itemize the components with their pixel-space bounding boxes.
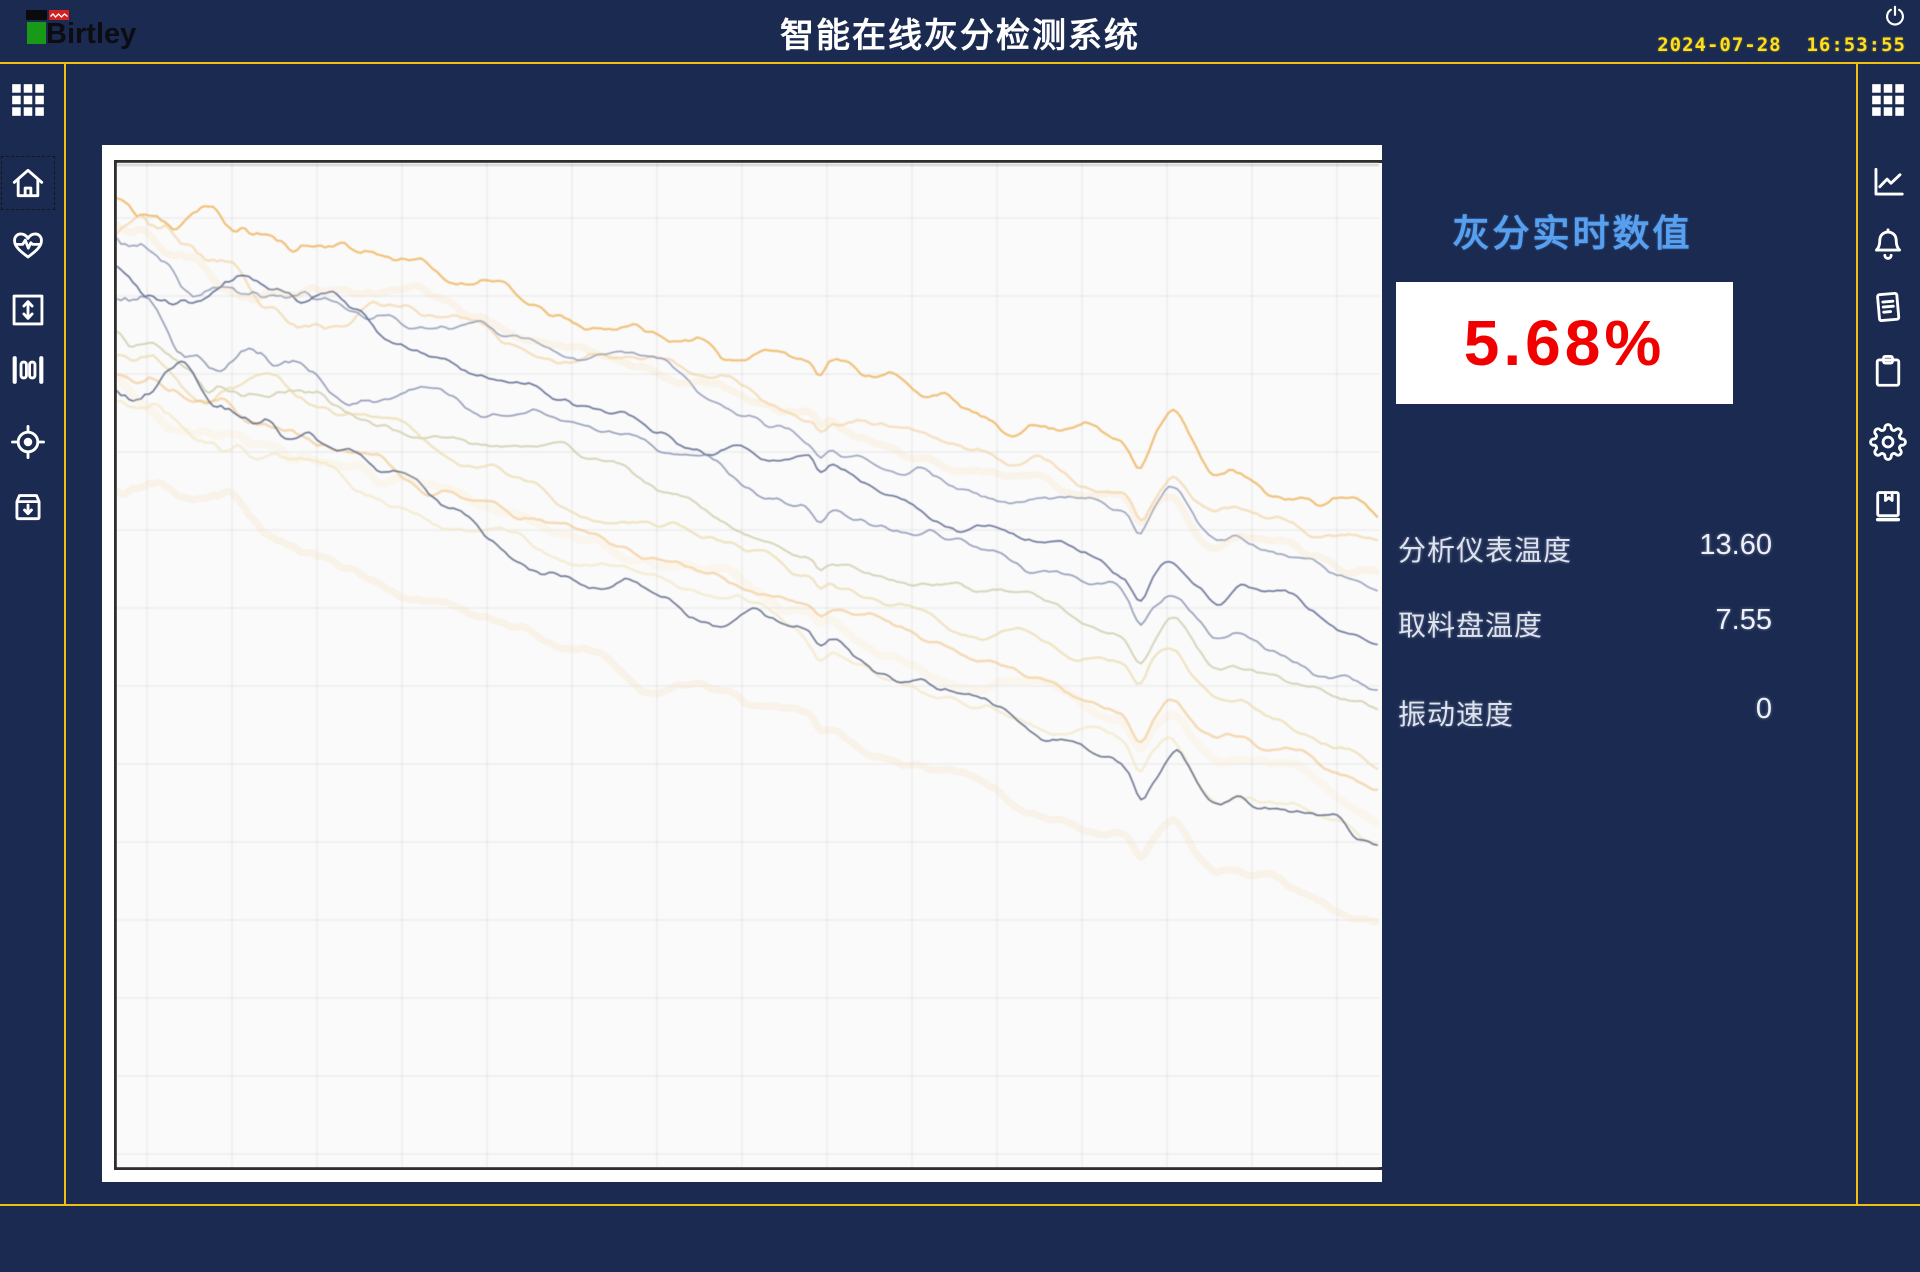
frame-left-line bbox=[64, 63, 66, 1205]
sidebar-item-trend[interactable] bbox=[1866, 160, 1910, 204]
sidebar-item-report[interactable] bbox=[1866, 285, 1910, 329]
frame-right-line bbox=[1856, 63, 1858, 1205]
sidebar-item-storage[interactable] bbox=[6, 485, 50, 529]
heartbeat-icon bbox=[13, 232, 43, 259]
trend-chart-plot bbox=[114, 160, 1382, 1170]
row-label: 振动速度 bbox=[1398, 699, 1515, 730]
sidebar-item-calibration[interactable] bbox=[6, 420, 50, 464]
sidebar-item-menu[interactable] bbox=[6, 78, 50, 122]
bars-icon bbox=[12, 356, 44, 384]
row-value: 0 bbox=[1755, 693, 1772, 725]
data-row-tray-temp: 取料盘温度 7.55 bbox=[1398, 604, 1778, 641]
power-icon bbox=[1886, 5, 1904, 26]
ash-value-box: 5.68% bbox=[1396, 282, 1733, 404]
page-title: 智能在线灰分检测系统 bbox=[780, 17, 1140, 55]
header: Birtley 智能在线灰分检测系统 2024-07-28 16:53:55 bbox=[0, 0, 1920, 63]
grid-icon bbox=[12, 84, 44, 116]
sidebar-item-monitor[interactable] bbox=[6, 223, 50, 267]
ash-value: 5.68% bbox=[1463, 307, 1666, 379]
sidebar-item-settings[interactable] bbox=[1866, 420, 1910, 464]
sidebar-item-alarm[interactable] bbox=[1866, 223, 1910, 267]
data-row-vibration-speed: 振动速度 0 bbox=[1398, 693, 1778, 730]
sidebar-item-manual[interactable] bbox=[1866, 484, 1910, 528]
sidebar-item-level-adjust[interactable] bbox=[6, 288, 50, 332]
sidebar-item-home[interactable] bbox=[1, 156, 55, 210]
logo-black-square bbox=[26, 10, 47, 20]
row-value: 7.55 bbox=[1715, 604, 1772, 636]
ash-realtime-title: 灰分实时数值 bbox=[1452, 213, 1693, 254]
logo-zigzag-icon bbox=[50, 13, 68, 18]
document-icon bbox=[1876, 291, 1901, 323]
archive-box-icon bbox=[15, 494, 41, 521]
sidebar-item-channels[interactable] bbox=[6, 348, 50, 392]
logo-red-square bbox=[49, 10, 69, 20]
sidebar-item-menu[interactable] bbox=[1866, 78, 1910, 122]
sidebar-item-tasks[interactable] bbox=[1866, 349, 1910, 393]
chart-panel bbox=[102, 145, 1382, 1182]
datetime-display: 2024-07-28 16:53:55 bbox=[1657, 34, 1906, 56]
target-icon bbox=[11, 425, 45, 459]
line-chart-icon bbox=[1874, 167, 1904, 196]
trend-chart-icon bbox=[117, 163, 1379, 1167]
book-icon bbox=[1875, 491, 1901, 522]
power-button[interactable] bbox=[1882, 4, 1908, 30]
home-icon bbox=[12, 168, 44, 198]
row-label: 分析仪表温度 bbox=[1398, 535, 1573, 566]
brand-logo: Birtley bbox=[26, 9, 206, 55]
row-label: 取料盘温度 bbox=[1398, 610, 1544, 641]
bell-icon bbox=[1875, 228, 1901, 260]
frame-top-line bbox=[0, 62, 1920, 64]
logo-text: Birtley bbox=[46, 18, 137, 50]
gear-icon bbox=[1869, 423, 1907, 461]
clipboard-icon bbox=[1875, 355, 1901, 387]
grid-icon bbox=[1872, 84, 1904, 116]
data-row-analyzer-temp: 分析仪表温度 13.60 bbox=[1398, 529, 1778, 566]
row-value: 13.60 bbox=[1699, 529, 1772, 561]
logo-green-square bbox=[27, 22, 46, 44]
vertical-arrows-icon bbox=[12, 294, 44, 326]
frame-bottom-line bbox=[0, 1204, 1920, 1206]
